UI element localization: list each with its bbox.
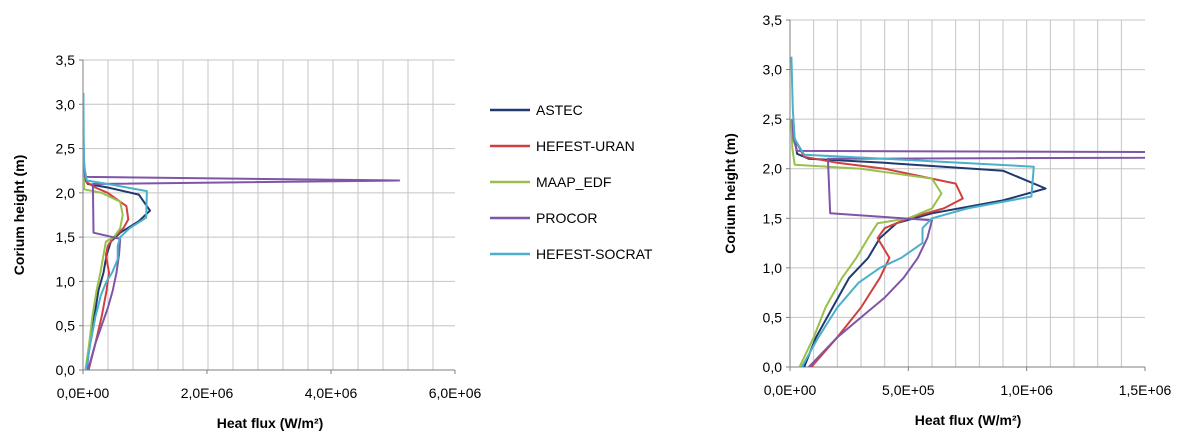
legend-label: MAAP_EDF	[536, 174, 611, 190]
x-axis-title: Heat flux (W/m²)	[217, 415, 324, 431]
series-line-hefest-socrat	[83, 92, 148, 370]
series-line-procor	[791, 119, 1145, 367]
x-tick-label: 2,0E+06	[181, 385, 234, 401]
legend-label: HEFEST-URAN	[536, 138, 635, 154]
y-tick-label: 1,0	[56, 273, 76, 289]
x-tick-label: 5,0E+05	[882, 382, 935, 398]
x-tick-label: 1,0E+06	[1000, 382, 1053, 398]
legend-label: ASTEC	[536, 102, 583, 118]
y-tick-label: 2,5	[763, 111, 783, 127]
series-line-hefest-socrat	[790, 56, 1035, 367]
chart-legend: ASTEC HEFEST-URAN MAAP_EDF PROCOR HEFEST-SOC…	[490, 102, 653, 262]
series-group	[83, 92, 401, 370]
grid	[83, 59, 455, 371]
x-tick-label: 6,0E+06	[429, 385, 482, 401]
x-tick-label: 4,0E+06	[305, 385, 358, 401]
x-axis-title: Heat flux (W/m²)	[915, 412, 1022, 428]
y-tick-label: 2,5	[56, 141, 76, 157]
legend-label: HEFEST-SOCRAT	[536, 246, 653, 262]
grid	[790, 19, 1145, 368]
y-tick-label: 3,0	[763, 62, 783, 78]
y-tick-label: 3,5	[763, 12, 783, 28]
y-axis-title: Corium height (m)	[722, 133, 738, 254]
series-line-hefest-uran	[791, 118, 964, 367]
y-tick-label: 1,5	[56, 229, 76, 245]
left-chart: 0,0 0,5 1,0 1,5 2,0 2,5 3,0 3,5 0,0E+00 2,0E+06 4,…	[11, 52, 481, 431]
y-axis-title: Corium height (m)	[11, 155, 27, 276]
y-tick-label: 0,0	[56, 362, 76, 378]
series-line-hefest-uran	[83, 148, 130, 370]
x-tick-label: 0,0E+00	[57, 385, 110, 401]
x-tick-label: 0,0E+00	[764, 382, 817, 398]
series-group	[790, 56, 1145, 367]
y-tick-label: 3,5	[56, 52, 76, 68]
y-tick-label: 0,5	[763, 309, 783, 325]
y-tick-label: 2,0	[56, 185, 76, 201]
x-tick-label: 1,5E+06	[1119, 382, 1172, 398]
y-tick-label: 3,0	[56, 96, 76, 112]
y-tick-label: 1,5	[763, 210, 783, 226]
y-tick-label: 2,0	[763, 161, 783, 177]
y-tick-label: 0,0	[763, 359, 783, 375]
y-tick-label: 1,0	[763, 260, 783, 276]
right-chart: 0,0 0,5 1,0 1,5 2,0 2,5 3,0 3,5 0,0E+00 5,0E+05 1,…	[722, 12, 1172, 428]
y-tick-label: 0,5	[56, 318, 76, 334]
series-line-procor	[83, 148, 401, 370]
legend-label: PROCOR	[536, 210, 597, 226]
